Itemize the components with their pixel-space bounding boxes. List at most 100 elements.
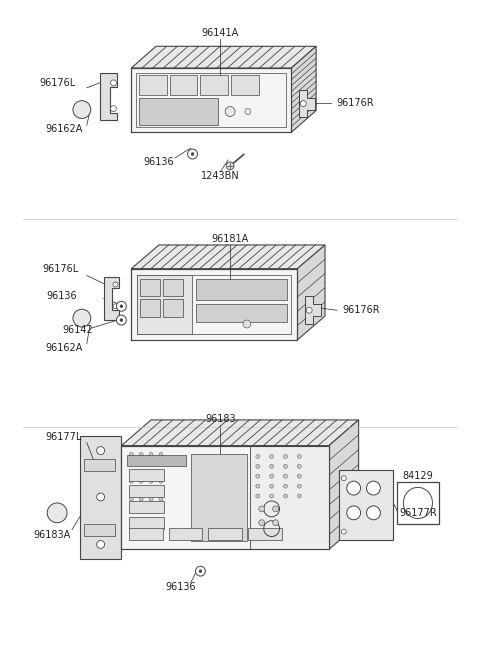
- Circle shape: [110, 80, 117, 86]
- Circle shape: [225, 107, 235, 117]
- Polygon shape: [121, 420, 359, 445]
- Polygon shape: [208, 528, 242, 540]
- Circle shape: [341, 529, 346, 534]
- Circle shape: [73, 309, 91, 327]
- Circle shape: [120, 318, 123, 322]
- Text: 84129: 84129: [403, 471, 433, 481]
- Circle shape: [270, 484, 274, 488]
- Circle shape: [245, 109, 251, 115]
- Polygon shape: [104, 276, 120, 320]
- Circle shape: [120, 305, 123, 308]
- Circle shape: [256, 494, 260, 498]
- Text: 96162A: 96162A: [46, 124, 83, 134]
- Polygon shape: [139, 75, 167, 95]
- Polygon shape: [131, 269, 297, 340]
- Circle shape: [149, 461, 153, 466]
- Circle shape: [159, 470, 163, 474]
- Circle shape: [284, 464, 288, 468]
- Circle shape: [256, 464, 260, 468]
- Circle shape: [256, 474, 260, 478]
- Polygon shape: [129, 501, 164, 513]
- Polygon shape: [84, 459, 116, 472]
- Circle shape: [139, 488, 143, 492]
- Circle shape: [129, 479, 133, 483]
- Circle shape: [297, 494, 301, 498]
- Circle shape: [113, 304, 118, 309]
- Polygon shape: [248, 528, 281, 540]
- Circle shape: [149, 497, 153, 501]
- Polygon shape: [127, 455, 186, 466]
- Circle shape: [159, 461, 163, 466]
- Polygon shape: [137, 274, 192, 334]
- Polygon shape: [291, 47, 316, 132]
- Polygon shape: [201, 75, 228, 95]
- Polygon shape: [131, 68, 291, 132]
- Text: 96136: 96136: [144, 157, 174, 167]
- Circle shape: [113, 282, 118, 287]
- Circle shape: [47, 503, 67, 523]
- Circle shape: [129, 453, 133, 457]
- Circle shape: [139, 470, 143, 474]
- Circle shape: [259, 506, 264, 512]
- Circle shape: [96, 540, 105, 548]
- Circle shape: [159, 488, 163, 492]
- Circle shape: [270, 464, 274, 468]
- Text: 96177R: 96177R: [399, 508, 437, 518]
- Polygon shape: [129, 528, 163, 540]
- Circle shape: [159, 453, 163, 457]
- Circle shape: [188, 149, 197, 159]
- Polygon shape: [195, 278, 288, 301]
- Polygon shape: [139, 98, 218, 125]
- Circle shape: [110, 105, 117, 111]
- Text: 96176L: 96176L: [39, 78, 75, 88]
- Polygon shape: [129, 470, 164, 481]
- Text: 96183A: 96183A: [34, 530, 71, 540]
- Polygon shape: [297, 245, 325, 340]
- Ellipse shape: [403, 487, 432, 519]
- Circle shape: [129, 497, 133, 501]
- Circle shape: [159, 497, 163, 501]
- Polygon shape: [100, 73, 118, 121]
- Polygon shape: [131, 47, 316, 68]
- Circle shape: [117, 315, 126, 325]
- Circle shape: [139, 497, 143, 501]
- Circle shape: [243, 320, 251, 328]
- Circle shape: [139, 479, 143, 483]
- Circle shape: [284, 484, 288, 488]
- Circle shape: [159, 479, 163, 483]
- Polygon shape: [84, 524, 116, 536]
- Polygon shape: [80, 436, 121, 559]
- Circle shape: [191, 153, 194, 155]
- Text: 96142: 96142: [62, 325, 93, 335]
- Circle shape: [96, 493, 105, 501]
- Polygon shape: [300, 90, 315, 117]
- Polygon shape: [131, 245, 325, 269]
- Circle shape: [284, 455, 288, 458]
- Circle shape: [195, 566, 205, 576]
- Circle shape: [270, 455, 274, 458]
- Text: 96181A: 96181A: [212, 234, 249, 244]
- Circle shape: [139, 461, 143, 466]
- Text: 96176L: 96176L: [42, 264, 78, 274]
- Polygon shape: [397, 482, 439, 524]
- Circle shape: [149, 470, 153, 474]
- Text: 96136: 96136: [46, 291, 77, 301]
- Circle shape: [149, 488, 153, 492]
- Circle shape: [139, 453, 143, 457]
- Circle shape: [297, 464, 301, 468]
- Polygon shape: [170, 75, 197, 95]
- Circle shape: [149, 453, 153, 457]
- Polygon shape: [129, 485, 164, 497]
- Text: 96162A: 96162A: [46, 343, 83, 353]
- Circle shape: [96, 447, 105, 455]
- Circle shape: [367, 481, 380, 495]
- Polygon shape: [250, 445, 329, 550]
- Circle shape: [270, 494, 274, 498]
- Circle shape: [73, 101, 91, 119]
- Circle shape: [306, 307, 312, 313]
- Circle shape: [273, 520, 278, 526]
- Circle shape: [347, 481, 360, 495]
- Polygon shape: [339, 470, 393, 540]
- Polygon shape: [140, 278, 160, 296]
- Circle shape: [129, 461, 133, 466]
